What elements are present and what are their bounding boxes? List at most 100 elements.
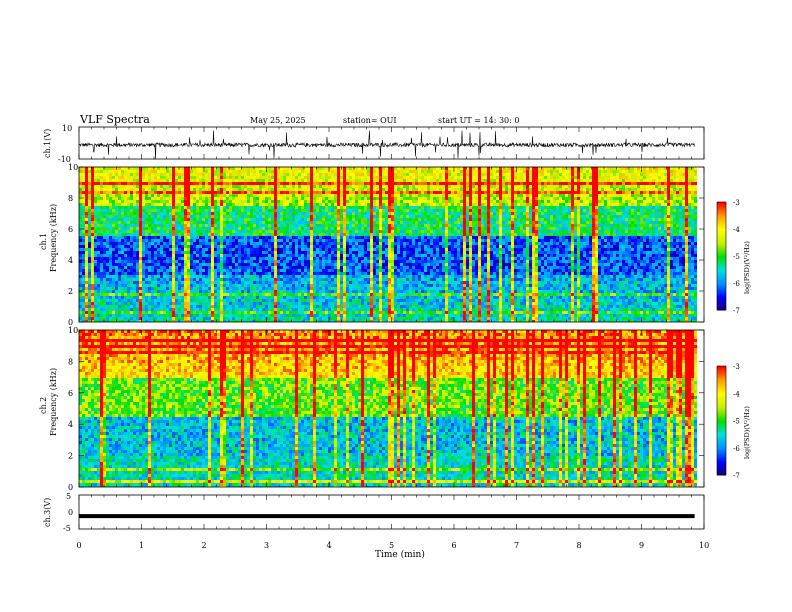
spectrogram-cell bbox=[115, 284, 118, 287]
spectrogram-cell bbox=[193, 227, 196, 230]
spectrogram-cell bbox=[133, 224, 136, 227]
spectrogram-cell bbox=[124, 227, 127, 230]
spectrogram-cell bbox=[187, 221, 190, 224]
spectrogram-cell bbox=[184, 278, 187, 281]
spectrogram-cell bbox=[160, 224, 163, 227]
spectrogram-cell bbox=[82, 212, 85, 215]
spectrogram-cell bbox=[178, 200, 181, 203]
spectrogram-cell bbox=[88, 191, 91, 194]
spectrogram-cell bbox=[226, 269, 229, 272]
spectrogram-cell bbox=[202, 191, 205, 194]
spectrogram-cell bbox=[94, 200, 97, 203]
spectrogram-cell bbox=[127, 311, 130, 314]
spectrogram-cell bbox=[112, 245, 115, 248]
spectrogram-cell bbox=[223, 212, 226, 215]
spectrogram-cell bbox=[181, 188, 184, 191]
spectrogram-cell bbox=[106, 308, 109, 311]
spectrogram-cell bbox=[235, 311, 238, 314]
spectrogram-cell bbox=[130, 311, 133, 314]
spectrogram-cell bbox=[202, 245, 205, 248]
spectrogram-cell bbox=[121, 314, 124, 317]
spectrogram-cell bbox=[214, 173, 217, 176]
spectrogram-cell bbox=[220, 284, 223, 287]
spectrogram-cell bbox=[193, 197, 196, 200]
spectrogram-cell bbox=[127, 278, 130, 281]
spectrogram-cell bbox=[151, 293, 154, 296]
spectrogram-cell bbox=[208, 275, 211, 278]
spectrogram-cell bbox=[85, 233, 88, 236]
spectrogram-cell bbox=[157, 275, 160, 278]
spectrogram-cell bbox=[121, 299, 124, 302]
spectrogram-cell bbox=[160, 182, 163, 185]
spectrogram-cell bbox=[79, 170, 82, 173]
spectrogram-cell bbox=[244, 173, 247, 176]
spectrogram-cell bbox=[151, 251, 154, 254]
spectrogram-cell bbox=[211, 269, 214, 272]
spectrogram-cell bbox=[133, 227, 136, 230]
spectrogram-cell bbox=[88, 227, 91, 230]
spectrogram-cell bbox=[121, 236, 124, 239]
spectrogram-cell bbox=[160, 173, 163, 176]
spectrogram-cell bbox=[238, 200, 241, 203]
spectrogram-cell bbox=[109, 203, 112, 206]
spectrogram-cell bbox=[244, 290, 247, 293]
spectrogram-cell bbox=[163, 167, 166, 170]
spectrogram-cell bbox=[157, 251, 160, 254]
spectrogram-cell bbox=[154, 176, 157, 179]
spectrogram-cell bbox=[160, 218, 163, 221]
spectrogram-cell bbox=[214, 227, 217, 230]
spectrogram-cell bbox=[127, 314, 130, 317]
spectrogram-cell bbox=[148, 227, 151, 230]
spectrogram-cell bbox=[124, 248, 127, 251]
spectrogram-cell bbox=[82, 170, 85, 173]
spectrogram-cell bbox=[244, 302, 247, 305]
spectrogram-cell bbox=[220, 179, 223, 182]
spectrogram-cell bbox=[175, 236, 178, 239]
spectrogram-cell bbox=[217, 278, 220, 281]
spectrogram-cell bbox=[205, 239, 208, 242]
spectrogram-cell bbox=[82, 200, 85, 203]
spectrogram-cell bbox=[217, 269, 220, 272]
spectrogram-cell bbox=[91, 170, 94, 173]
spectrogram-cell bbox=[97, 305, 100, 308]
spectrogram-cell bbox=[202, 275, 205, 278]
spectrogram-cell bbox=[238, 173, 241, 176]
spectrogram-cell bbox=[100, 257, 103, 260]
spectrogram-cell bbox=[244, 311, 247, 314]
spectrogram-cell bbox=[130, 167, 133, 170]
spectrogram-cell bbox=[184, 185, 187, 188]
spectrogram-cell bbox=[151, 200, 154, 203]
spectrogram-cell bbox=[112, 299, 115, 302]
spectrogram-cell bbox=[82, 305, 85, 308]
spectrogram-cell bbox=[79, 230, 82, 233]
spectrogram-cell bbox=[223, 278, 226, 281]
spectrogram-cell bbox=[94, 203, 97, 206]
spectrogram-cell bbox=[139, 215, 142, 218]
spectrogram-cell bbox=[133, 173, 136, 176]
spectrogram-cell bbox=[196, 254, 199, 257]
spectrogram-cell bbox=[115, 212, 118, 215]
spectrogram-cell bbox=[235, 239, 238, 242]
spectrogram-cell bbox=[229, 266, 232, 269]
spectrogram-cell bbox=[106, 185, 109, 188]
spectrogram-cell bbox=[232, 200, 235, 203]
spectrogram-cell bbox=[202, 287, 205, 290]
spectrogram-cell bbox=[106, 176, 109, 179]
spectrogram-cell bbox=[202, 296, 205, 299]
spectrogram-cell bbox=[154, 260, 157, 263]
spectrogram-cell bbox=[172, 269, 175, 272]
spectrogram-cell bbox=[199, 200, 202, 203]
spectrogram-cell bbox=[115, 293, 118, 296]
spectrogram-cell bbox=[217, 200, 220, 203]
spectrogram-cell bbox=[181, 173, 184, 176]
spectrogram-cell bbox=[88, 221, 91, 224]
spectrogram-cell bbox=[220, 200, 223, 203]
spectrogram-cell bbox=[190, 263, 193, 266]
spectrogram-cell bbox=[142, 221, 145, 224]
spectrogram-cell bbox=[190, 182, 193, 185]
spectrogram-cell bbox=[181, 167, 184, 170]
spectrogram-cell bbox=[142, 293, 145, 296]
spectrogram-cell bbox=[160, 257, 163, 260]
spectrogram-cell bbox=[136, 233, 139, 236]
spectrogram-cell bbox=[154, 272, 157, 275]
